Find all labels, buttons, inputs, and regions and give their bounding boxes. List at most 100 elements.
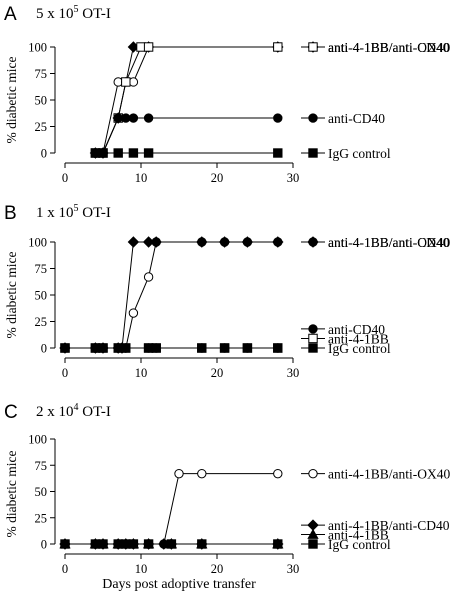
legend-marker: [308, 333, 318, 344]
data-point: [121, 77, 131, 87]
data-point: [273, 148, 283, 158]
legend-marker: [308, 539, 318, 549]
legend-label: anti-4-1BB: [328, 331, 389, 346]
y-tick-label: 50: [35, 485, 48, 499]
data-point: [273, 539, 283, 549]
series-line: [95, 46, 278, 154]
data-point: [143, 113, 154, 123]
data-point: [273, 468, 283, 479]
data-point: [150, 236, 162, 248]
data-point: [98, 539, 108, 549]
legend-label: anti-4-1BB/anti-OX40: [328, 235, 450, 250]
x-tick-label: 30: [287, 366, 300, 380]
legend-marker: [308, 468, 318, 479]
series-line: [65, 241, 278, 349]
x-tick-label: 30: [287, 562, 300, 576]
series-line: [95, 46, 278, 154]
series-line: [95, 117, 278, 154]
panel-b-title: 1 x 105 OT-I: [36, 203, 111, 221]
legend-label: anti-4-1BB/anti-CD40: [328, 40, 450, 55]
data-point: [166, 539, 177, 549]
x-tick-label: 0: [62, 366, 68, 380]
legend-label: IgG control: [328, 146, 391, 161]
legend-label: anti-4-1BB: [328, 40, 389, 55]
data-point: [196, 236, 208, 248]
data-point: [128, 148, 139, 158]
data-point: [143, 539, 154, 549]
series-line: [65, 473, 278, 545]
y-tick-label: 100: [28, 236, 47, 250]
legend-marker: [308, 113, 318, 123]
panel-c-title: 2 x 104 OT-I: [36, 402, 111, 420]
data-point: [197, 343, 207, 353]
x-tick-label: 10: [135, 366, 148, 380]
y-tick-label: 75: [35, 459, 48, 473]
data-point: [121, 343, 131, 353]
data-point: [128, 113, 139, 123]
legend-marker: [308, 343, 318, 353]
data-point: [242, 343, 253, 353]
series-line: [65, 241, 278, 349]
panel-b-ylabel: % diabetic mice: [4, 252, 19, 339]
legend-label: anti-4-1BB/anti-CD40: [328, 235, 450, 250]
data-point: [127, 236, 140, 248]
y-tick-label: 100: [28, 433, 47, 447]
data-point: [60, 539, 70, 549]
x-tick-label: 10: [135, 562, 148, 576]
data-point: [98, 343, 108, 353]
legend-label: anti-CD40: [328, 111, 385, 126]
data-point: [98, 148, 108, 158]
y-tick-label: 0: [41, 147, 47, 161]
y-tick-label: 25: [35, 315, 48, 329]
legend-label: IgG control: [328, 537, 391, 552]
data-point: [128, 308, 139, 318]
data-point: [218, 236, 231, 248]
legend-label: IgG control: [328, 341, 391, 356]
legend-label: anti-4-1BB/anti-OX40: [328, 40, 450, 55]
legend-label: anti-4-1BB/anti-OX40: [328, 467, 450, 482]
data-point: [272, 236, 284, 248]
data-point: [197, 539, 207, 549]
legend-marker: [307, 236, 319, 248]
y-tick-label: 25: [35, 511, 48, 525]
y-tick-label: 50: [35, 94, 48, 108]
x-tick-label: 20: [211, 171, 224, 185]
data-point: [113, 148, 123, 158]
data-point: [273, 113, 283, 123]
y-tick-label: 75: [35, 262, 48, 276]
panel-c-plot: 0 25 50 75 100 0 10 20 30 anti-4-1BB/anti-OX40 ant…: [28, 433, 450, 577]
data-point: [174, 468, 184, 479]
data-point: [143, 148, 154, 158]
y-tick-label: 25: [35, 120, 48, 134]
data-point: [241, 236, 254, 248]
panel-c-letter: C: [4, 402, 18, 423]
data-point: [128, 539, 139, 549]
data-point: [151, 343, 161, 353]
panel-b-letter: B: [4, 203, 17, 224]
panel-a-letter: A: [4, 4, 17, 25]
x-tick-label: 10: [135, 171, 148, 185]
legend-marker: [308, 324, 318, 334]
legend-marker: [307, 528, 319, 539]
panel-a-ylabel: % diabetic mice: [4, 57, 19, 144]
legend-label: anti-4-1BB: [328, 528, 389, 543]
legend-marker: [308, 148, 318, 158]
panel-c-ylabel: % diabetic mice: [4, 451, 19, 538]
data-point: [219, 343, 230, 353]
data-point: [60, 343, 70, 353]
x-tick-label: 0: [62, 562, 68, 576]
series-line: [95, 46, 278, 154]
x-axis-label: Days post adoptive transfer: [102, 577, 256, 592]
y-tick-label: 100: [28, 41, 47, 55]
data-point: [143, 272, 154, 282]
x-tick-label: 30: [287, 171, 300, 185]
data-point: [142, 236, 155, 248]
legend-marker: [308, 42, 318, 52]
x-tick-label: 20: [211, 562, 224, 576]
legend-marker: [307, 519, 319, 531]
data-point: [273, 343, 283, 353]
data-point: [273, 42, 283, 52]
legend-label: anti-4-1BB/anti-CD40: [328, 518, 450, 533]
